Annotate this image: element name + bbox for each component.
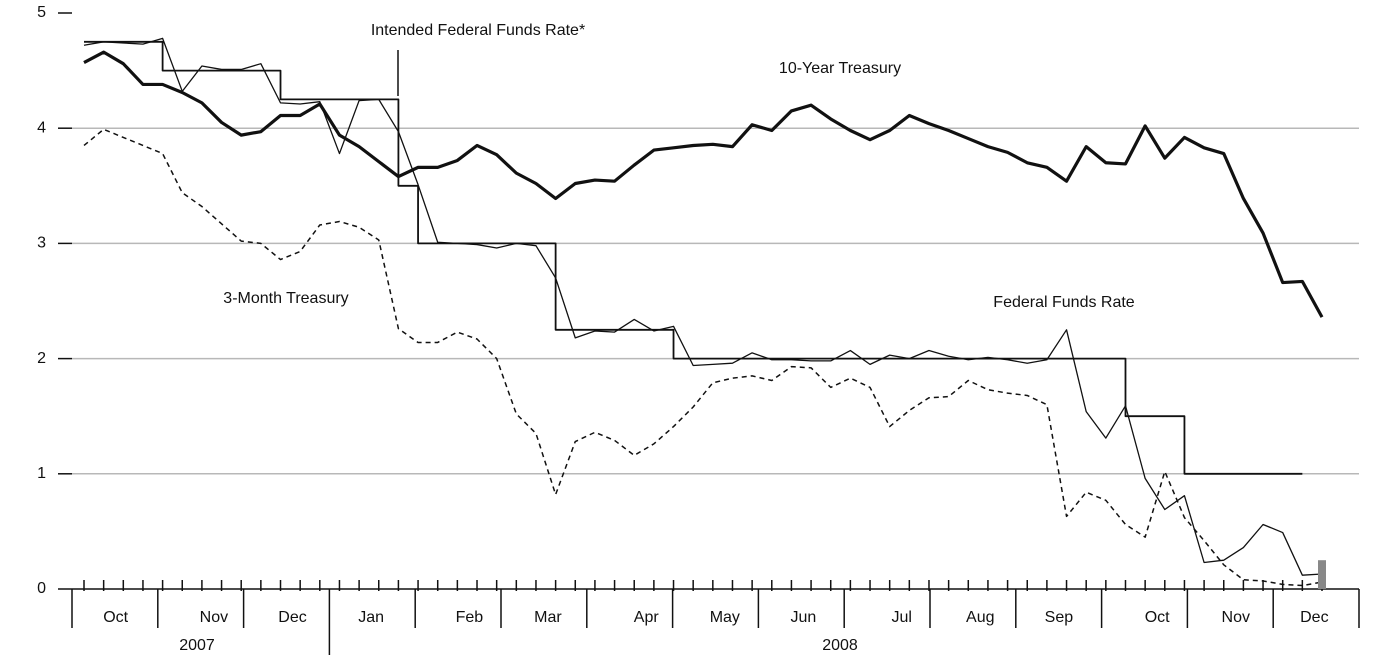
series-line — [83, 37, 1323, 576]
y-tick-label: 4 — [37, 119, 46, 136]
x-tick-label: Dec — [278, 609, 306, 626]
year-label: 2008 — [822, 637, 858, 654]
year-label: 2007 — [179, 637, 215, 654]
y-tick-label: 0 — [37, 580, 46, 597]
y-tick-label: 5 — [37, 4, 46, 21]
series-line — [84, 40, 1303, 475]
x-tick-label: Nov — [200, 609, 228, 626]
x-tick-label: Jan — [358, 609, 384, 626]
x-tick-label: Jun — [791, 609, 817, 626]
x-tick-label: Feb — [456, 609, 484, 626]
series-line — [83, 128, 1323, 587]
x-tick-label: Nov — [1222, 609, 1250, 626]
y-tick-label: 3 — [37, 235, 46, 252]
x-tick-label: Dec — [1300, 609, 1328, 626]
x-tick-label: May — [710, 609, 740, 626]
x-tick-label: Aug — [966, 609, 994, 626]
x-tick-label: Apr — [634, 609, 660, 626]
x-tick-label: Mar — [534, 609, 562, 626]
series-label: 10-Year Treasury — [779, 60, 901, 77]
x-tick-label: Jul — [891, 609, 911, 626]
x-tick-label: Oct — [103, 609, 128, 626]
series-label: Intended Federal Funds Rate* — [371, 22, 585, 39]
series-line — [83, 50, 1324, 318]
y-tick-label: 2 — [37, 350, 46, 367]
target-range — [1318, 560, 1326, 589]
series-label: Federal Funds Rate — [993, 294, 1135, 311]
x-tick-label: Sep — [1045, 609, 1074, 626]
x-tick-label: Oct — [1145, 609, 1170, 626]
series-label: 3-Month Treasury — [223, 290, 348, 307]
y-tick-label: 1 — [37, 465, 46, 482]
